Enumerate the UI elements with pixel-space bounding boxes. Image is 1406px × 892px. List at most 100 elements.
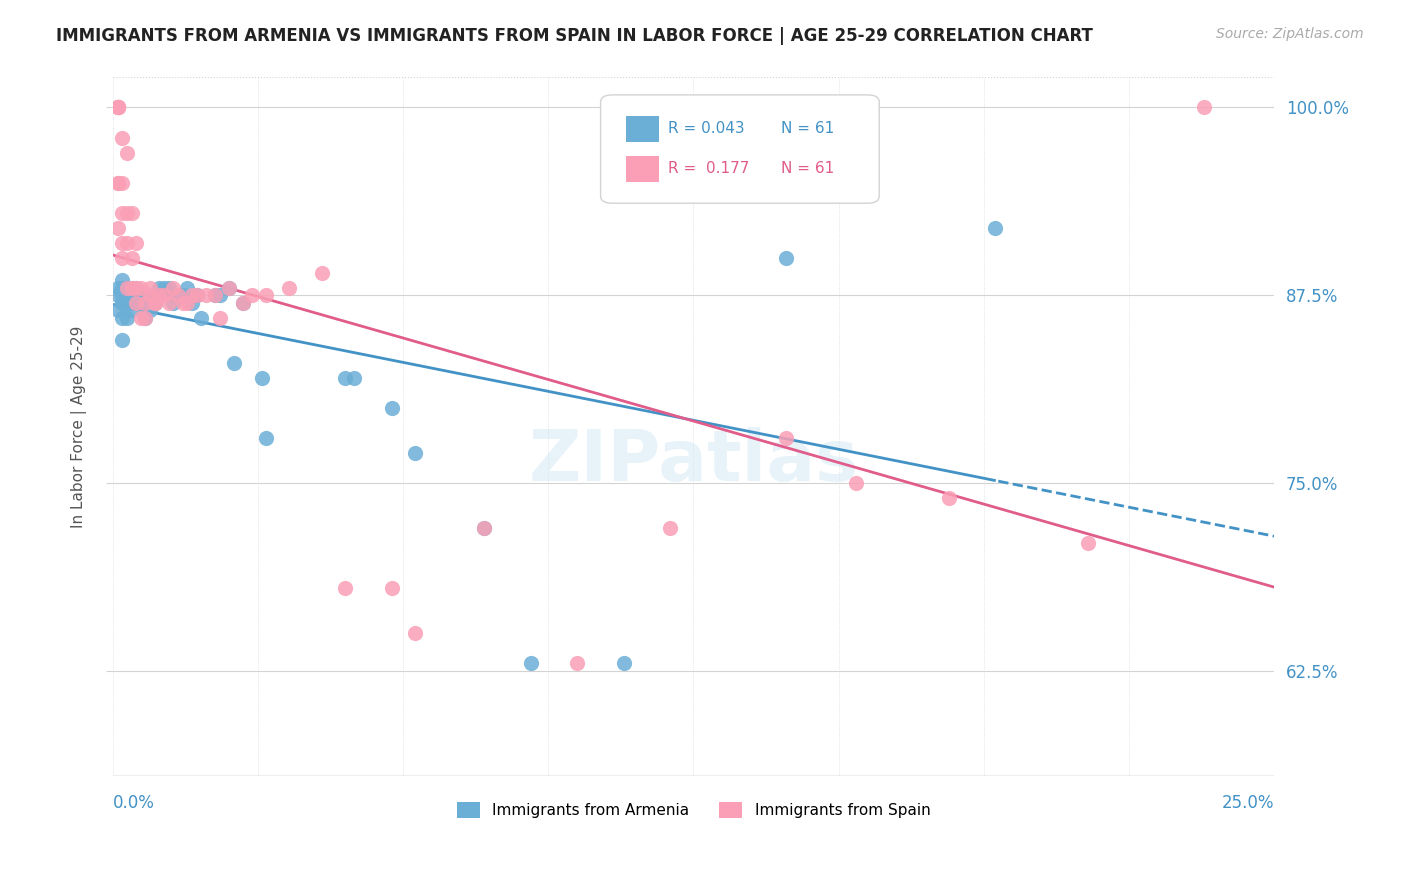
Point (218, 281, 240, 295)
Point (153, 281, 176, 295)
Point (343, 371, 366, 385)
Point (208, 310, 231, 325)
Point (125, 288, 148, 302)
Point (115, 281, 138, 295)
Point (115, 281, 138, 295)
Point (129, 288, 152, 302)
Point (474, 521, 496, 535)
Point (125, 296, 148, 310)
Point (107, 101, 129, 115)
Point (115, 310, 138, 325)
Point (107, 176, 129, 190)
Point (404, 626, 426, 640)
Text: 0.0%: 0.0% (112, 794, 155, 813)
Point (107, 101, 129, 115)
Point (134, 296, 156, 310)
Point (204, 288, 226, 302)
Legend: Immigrants from Armenia, Immigrants from Spain: Immigrants from Armenia, Immigrants from… (450, 797, 936, 824)
Point (115, 296, 138, 310)
Point (115, 296, 138, 310)
Point (520, 657, 543, 671)
Text: N = 61: N = 61 (780, 121, 834, 136)
Point (222, 356, 245, 370)
Text: R =  0.177: R = 0.177 (668, 161, 749, 176)
Point (381, 401, 404, 415)
Point (218, 281, 240, 295)
Point (180, 296, 202, 310)
Point (232, 296, 254, 310)
Point (1194, 101, 1216, 115)
Point (250, 371, 273, 385)
Point (240, 288, 263, 302)
Point (204, 288, 226, 302)
Point (111, 235, 134, 250)
Point (775, 431, 797, 445)
Point (186, 288, 208, 302)
Point (172, 296, 194, 310)
Point (148, 288, 170, 302)
Point (148, 288, 170, 302)
Point (153, 288, 176, 302)
Point (107, 288, 129, 302)
Point (139, 303, 162, 318)
Point (176, 296, 198, 310)
Point (111, 205, 134, 219)
Text: 25.0%: 25.0% (1222, 794, 1274, 813)
Point (143, 296, 166, 310)
Point (148, 281, 170, 295)
Point (121, 205, 143, 219)
Point (143, 296, 166, 310)
Point (474, 521, 496, 535)
Point (194, 288, 217, 302)
Point (984, 220, 1007, 235)
Point (121, 251, 143, 265)
Point (111, 334, 134, 348)
Text: ZIPatlas: ZIPatlas (529, 427, 859, 496)
Point (333, 582, 356, 596)
Point (129, 310, 152, 325)
Point (232, 296, 254, 310)
Point (107, 303, 129, 318)
Point (121, 281, 143, 295)
Text: R = 0.043: R = 0.043 (668, 121, 745, 136)
Point (311, 266, 333, 280)
Point (190, 310, 212, 325)
Point (121, 281, 143, 295)
Text: Source: ZipAtlas.com: Source: ZipAtlas.com (1216, 27, 1364, 41)
Point (125, 235, 148, 250)
Point (139, 288, 162, 302)
Point (659, 521, 682, 535)
Point (129, 296, 152, 310)
Point (111, 176, 134, 190)
Point (254, 288, 277, 302)
Point (107, 101, 129, 115)
Point (162, 281, 184, 295)
Point (111, 288, 134, 302)
Point (180, 288, 202, 302)
Point (107, 281, 129, 295)
Point (186, 288, 208, 302)
Point (134, 310, 156, 325)
Point (107, 176, 129, 190)
Point (111, 296, 134, 310)
Point (107, 101, 129, 115)
Point (333, 371, 356, 385)
Point (567, 657, 589, 671)
Point (134, 288, 156, 302)
FancyBboxPatch shape (600, 95, 879, 203)
Point (115, 235, 138, 250)
Point (139, 288, 162, 302)
Point (115, 145, 138, 160)
Point (111, 273, 134, 287)
Text: IMMIGRANTS FROM ARMENIA VS IMMIGRANTS FROM SPAIN IN LABOR FORCE | AGE 25-29 CORR: IMMIGRANTS FROM ARMENIA VS IMMIGRANTS FR… (56, 27, 1092, 45)
Point (115, 205, 138, 219)
Point (157, 281, 180, 295)
Point (111, 251, 134, 265)
Point (143, 296, 166, 310)
Point (125, 281, 148, 295)
Point (115, 288, 138, 302)
Point (115, 296, 138, 310)
Y-axis label: In Labor Force | Age 25-29: In Labor Force | Age 25-29 (72, 326, 87, 528)
Point (107, 220, 129, 235)
Point (938, 491, 960, 505)
